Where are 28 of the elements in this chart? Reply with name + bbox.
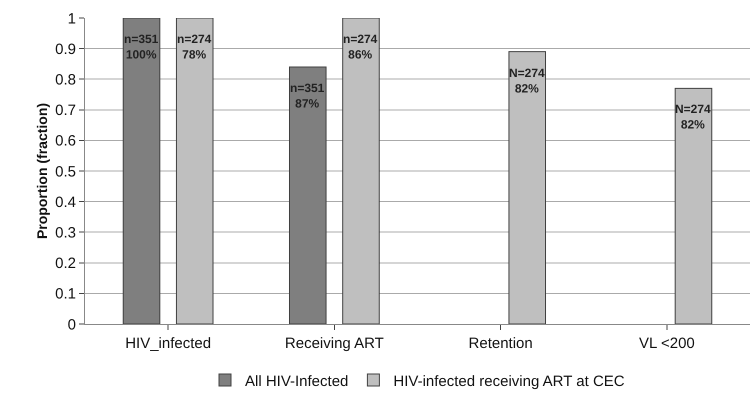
y-tick-label: 0.5 — [55, 163, 76, 180]
y-tick-label: 0.7 — [55, 102, 76, 120]
y-tick-label: 0.8 — [55, 71, 76, 88]
legend-label: HIV-infected receiving ART at CEC — [393, 372, 625, 390]
annotation: n=351 87% — [290, 81, 325, 111]
x-tick-label: HIV_infected — [125, 335, 212, 352]
y-tick-label: 0.9 — [55, 40, 76, 58]
annotation: N=274 82% — [675, 102, 712, 132]
annotation: n=274 78% — [177, 32, 212, 62]
annotation: n=274 86% — [343, 32, 378, 62]
x-tick-label: Receiving ART — [284, 335, 384, 352]
bar — [342, 18, 380, 324]
bar — [508, 51, 546, 324]
y-axis-title: Proportion (fraction) — [34, 102, 50, 240]
x-tick-label: VL <200 — [639, 335, 695, 352]
y-tick-label: 0.4 — [55, 194, 76, 211]
y-tick-label: 0.3 — [55, 224, 76, 242]
y-tick-label: 0.6 — [55, 132, 76, 150]
y-tick-label: 1 — [68, 10, 76, 28]
legend-label: All HIV-Infected — [245, 372, 348, 390]
bar — [674, 88, 712, 324]
bar — [176, 18, 214, 324]
annotation: n=351 100% — [124, 32, 159, 62]
annotation: N=274 82% — [509, 66, 546, 96]
y-tick-label: 0 — [68, 316, 76, 334]
y-tick-label: 0.1 — [55, 286, 76, 303]
x-tick-label: Retention — [468, 335, 533, 352]
y-tick-label: 0.2 — [55, 255, 76, 272]
